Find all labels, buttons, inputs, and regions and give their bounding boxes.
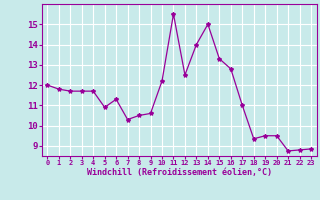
X-axis label: Windchill (Refroidissement éolien,°C): Windchill (Refroidissement éolien,°C) [87, 168, 272, 177]
